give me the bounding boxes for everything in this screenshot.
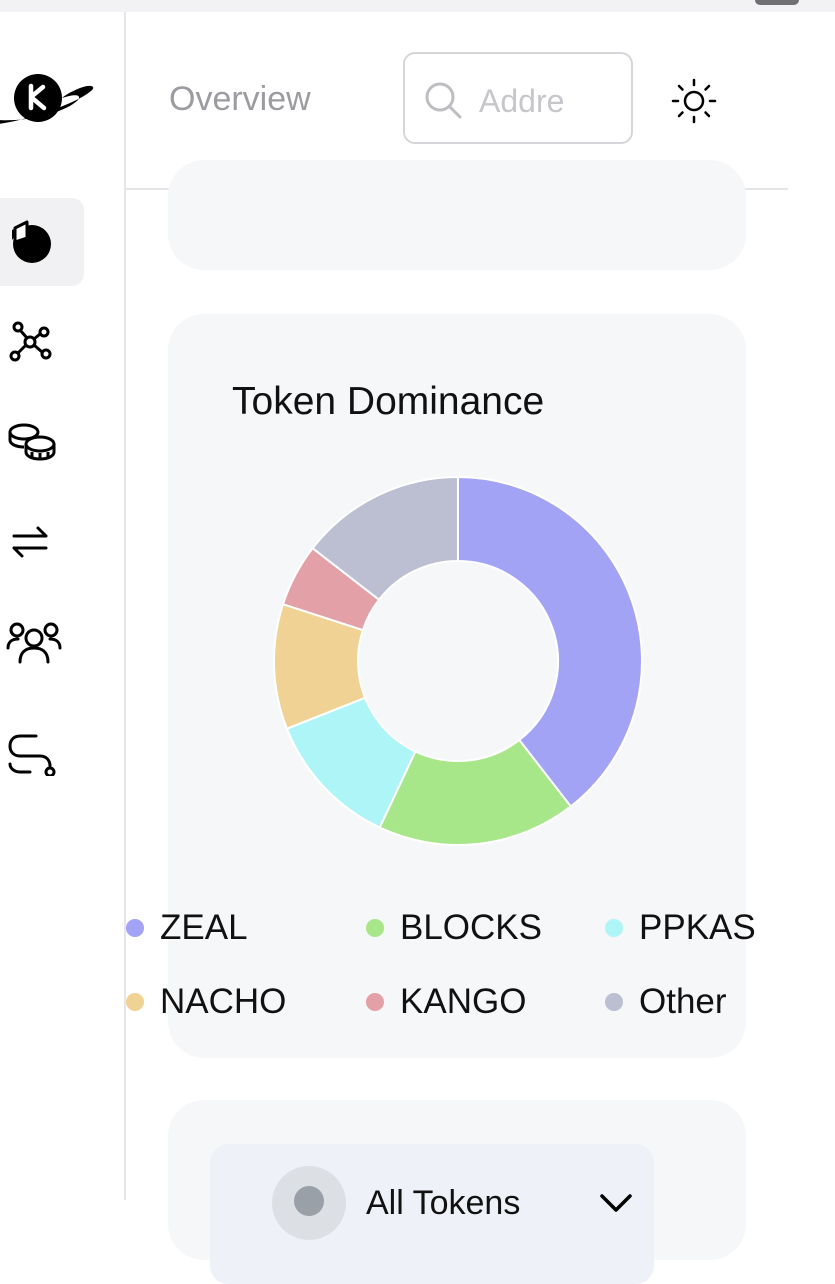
legend-label: KANGO bbox=[400, 982, 527, 1021]
page-title: Overview bbox=[169, 80, 311, 118]
route-icon bbox=[8, 734, 56, 776]
legend-swatch bbox=[605, 919, 623, 937]
legend-item-nacho[interactable]: NACHO bbox=[126, 982, 286, 1022]
planet-logo-icon[interactable] bbox=[0, 72, 100, 152]
summary-card bbox=[168, 160, 746, 270]
legend-item-blocks[interactable]: BLOCKS bbox=[366, 908, 542, 948]
search-icon bbox=[425, 82, 462, 119]
legend-swatch bbox=[366, 993, 384, 1011]
donut-slice-other[interactable] bbox=[311, 475, 459, 602]
donut-slice-zeal[interactable] bbox=[457, 475, 643, 808]
token-selector-label: All Tokens bbox=[366, 1184, 521, 1222]
legend-label: Other bbox=[639, 982, 727, 1021]
legend-swatch bbox=[366, 919, 384, 937]
legend-item-kango[interactable]: KANGO bbox=[366, 982, 526, 1022]
token-list-card: All Tokens bbox=[168, 1100, 746, 1284]
search-box[interactable] bbox=[403, 52, 633, 144]
sidebar-item-holders[interactable] bbox=[0, 598, 84, 686]
donut-chart bbox=[273, 475, 643, 846]
legend-item-other[interactable]: Other bbox=[605, 982, 727, 1022]
sidebar-item-transactions[interactable] bbox=[0, 498, 84, 586]
legend-label: NACHO bbox=[160, 982, 287, 1021]
sun-icon bbox=[671, 78, 717, 124]
legend-label: PPKAS bbox=[639, 908, 756, 947]
legend-item-ppkas[interactable]: PPKAS bbox=[605, 908, 756, 948]
token-dominance-title: Token Dominance bbox=[232, 380, 545, 423]
token-avatar-icon bbox=[272, 1166, 346, 1240]
legend-label: ZEAL bbox=[160, 908, 248, 947]
legend-swatch bbox=[126, 993, 144, 1011]
users-icon bbox=[6, 622, 62, 664]
token-selector-dropdown[interactable]: All Tokens bbox=[210, 1144, 654, 1284]
sidebar-item-network[interactable] bbox=[0, 298, 84, 386]
sidebar bbox=[0, 12, 126, 1200]
legend-swatch bbox=[605, 993, 623, 1011]
sidebar-item-routes[interactable] bbox=[0, 708, 84, 796]
pie-chart-icon bbox=[12, 220, 51, 263]
status-indicator bbox=[755, 0, 799, 5]
coins-icon bbox=[8, 423, 56, 461]
sidebar-item-tokens[interactable] bbox=[0, 398, 84, 486]
search-input[interactable] bbox=[477, 80, 566, 122]
legend-label: BLOCKS bbox=[400, 908, 542, 947]
network-icon bbox=[9, 321, 52, 362]
transfer-arrows-icon bbox=[12, 526, 48, 558]
token-dominance-card: Token Dominance ZEAL BLOCKS PPKAS NACHO … bbox=[126, 314, 756, 1058]
sidebar-item-overview[interactable] bbox=[0, 198, 84, 286]
theme-toggle-button[interactable] bbox=[671, 78, 717, 124]
legend-swatch bbox=[126, 919, 144, 937]
legend-item-zeal[interactable]: ZEAL bbox=[126, 908, 248, 948]
browser-status-bar bbox=[0, 0, 835, 12]
chevron-down-icon bbox=[600, 1194, 632, 1212]
